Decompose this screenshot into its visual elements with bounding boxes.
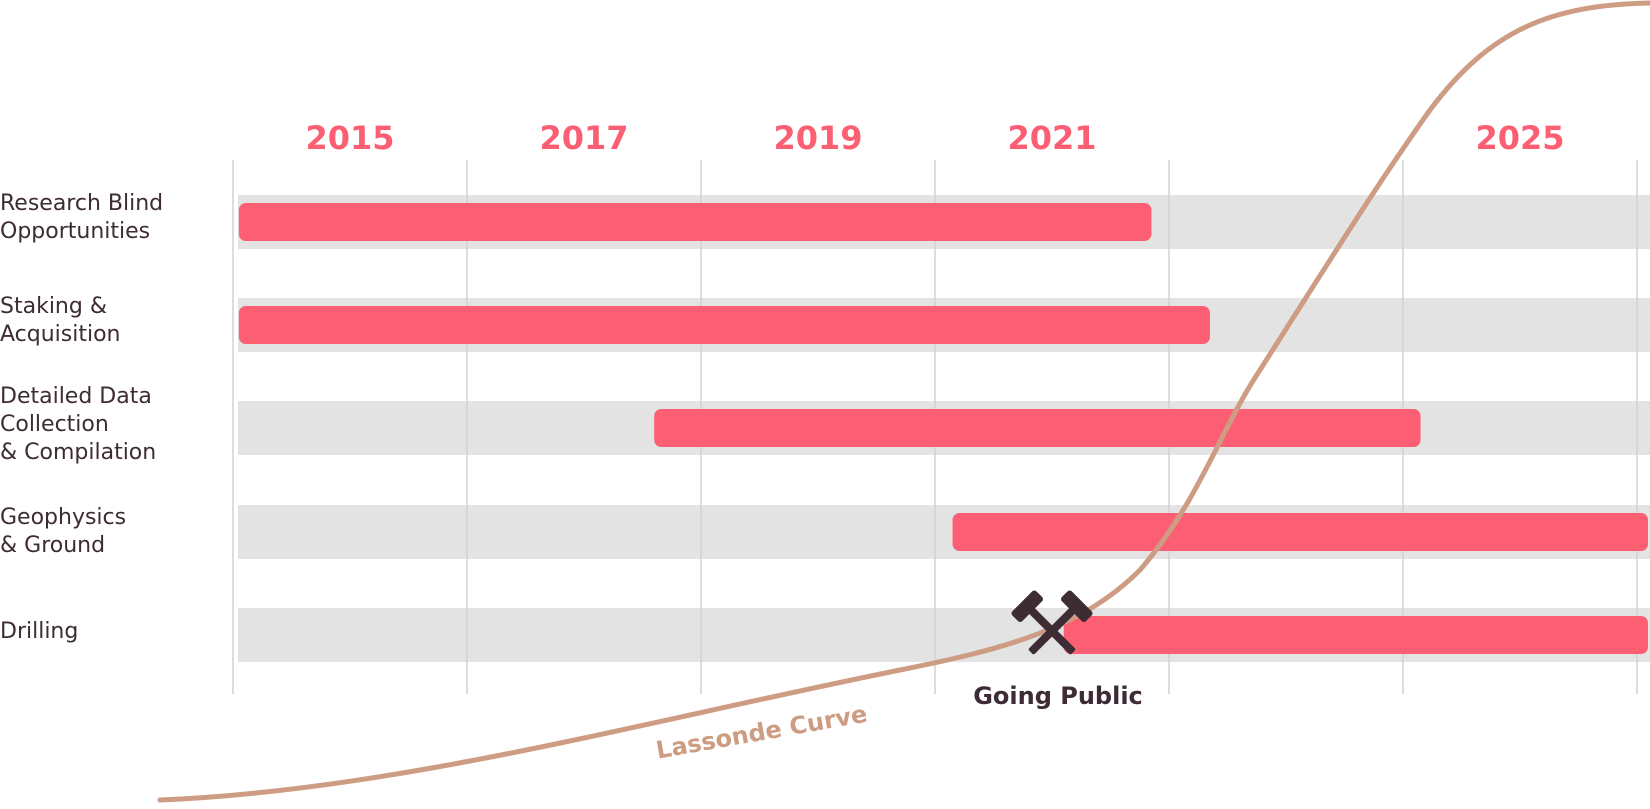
year-tick-label: 2025 [1475, 119, 1564, 157]
timeline-bar [238, 203, 1152, 241]
row-label: Drilling [0, 619, 79, 644]
lassonde-curve-line [157, 0, 1650, 803]
year-tick-label: 2019 [773, 119, 862, 157]
year-tick-label: 2015 [305, 119, 394, 157]
curve-label: Lassonde Curve [654, 700, 870, 765]
row-label: Staking & Acquisition [0, 294, 121, 347]
row-label: Research Blind Opportunities [0, 191, 164, 244]
going-public-label: Going Public [973, 682, 1143, 710]
crossed-hammers-icon [1011, 590, 1093, 655]
row-label: Geophysics & Ground [0, 505, 127, 558]
timeline-bar [1063, 616, 1648, 654]
row-label: Detailed Data Collection & Compilation [0, 384, 157, 465]
year-tick-label: 2021 [1007, 119, 1096, 157]
timeline-bar [952, 513, 1648, 551]
timeline-bar [654, 409, 1421, 447]
timeline-bar [238, 306, 1210, 344]
year-tick-label: 2017 [539, 119, 628, 157]
